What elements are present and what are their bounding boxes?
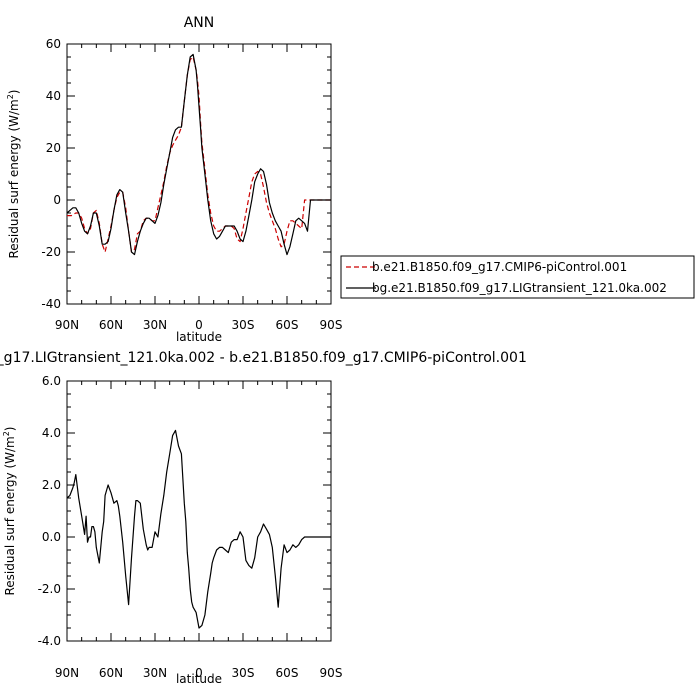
x-tick-label: 60S — [276, 318, 299, 332]
x-tick-label: 60N — [99, 318, 123, 332]
x-tick-label: 60N — [99, 666, 123, 680]
y-tick-label: -2.0 — [38, 582, 61, 596]
x-tick-label: 90N — [55, 318, 79, 332]
y-tick-label: 40 — [46, 89, 61, 103]
y-tick-label: 0.0 — [42, 530, 61, 544]
x-tick-label: 30N — [143, 666, 167, 680]
y-tick-label: -20 — [41, 245, 61, 259]
legend: b.e21.B1850.f09_g17.CMIP6-piControl.001 … — [340, 255, 695, 299]
bottom-y-axis-label: Residual surf energy (W/m2) — [2, 426, 17, 595]
legend-label-lig: bg.e21.B1850.f09_g17.LIGtransient_121.0k… — [372, 281, 667, 295]
legend-box — [340, 255, 695, 299]
x-tick-label: 30S — [232, 666, 255, 680]
y-tick-label: 60 — [46, 37, 61, 51]
bottom-panel: bg.e21.B1850.f09_g17.LIGtransient_121.0k… — [0, 350, 527, 686]
y-tick-label: 2.0 — [42, 478, 61, 492]
top-title: ANN — [184, 15, 215, 31]
bottom-x-axis-label: latitude — [176, 672, 222, 686]
x-tick-label: 90N — [55, 666, 79, 680]
top-plot-frame — [66, 43, 332, 305]
top-x-axis-label: latitude — [176, 330, 222, 344]
y-tick-label: 4.0 — [42, 426, 61, 440]
legend-label-control: b.e21.B1850.f09_g17.CMIP6-piControl.001 — [372, 260, 627, 274]
x-tick-label: 60S — [276, 666, 299, 680]
series-line-b-e21-b1850-f09-g17-cmip6-picontrol-001 — [67, 56, 331, 253]
x-tick-label: 0 — [195, 318, 203, 332]
bottom-plot-frame — [66, 380, 332, 642]
y-tick-label: -40 — [41, 297, 61, 311]
top-panel: ANN latitude Residual surf energy (W/m2)… — [6, 15, 342, 344]
series-line-difference — [66, 429, 331, 629]
y-tick-label: 20 — [46, 141, 61, 155]
y-tick-label: 6.0 — [42, 374, 61, 388]
x-tick-label: 30N — [143, 318, 167, 332]
y-tick-label: 0 — [53, 193, 61, 207]
x-tick-label: 30S — [232, 318, 255, 332]
y-tick-label: -4.0 — [38, 634, 61, 648]
series-line-bg-e21-b1850-f09-g17-ligtransient-121-0ka-002 — [66, 53, 331, 256]
bottom-title: bg.e21.B1850.f09_g17.LIGtransient_121.0k… — [0, 350, 527, 366]
x-tick-label: 90S — [320, 666, 343, 680]
top-y-axis-label: Residual surf energy (W/m2) — [6, 89, 21, 258]
x-tick-label: 90S — [320, 318, 343, 332]
x-tick-label: 0 — [195, 666, 203, 680]
